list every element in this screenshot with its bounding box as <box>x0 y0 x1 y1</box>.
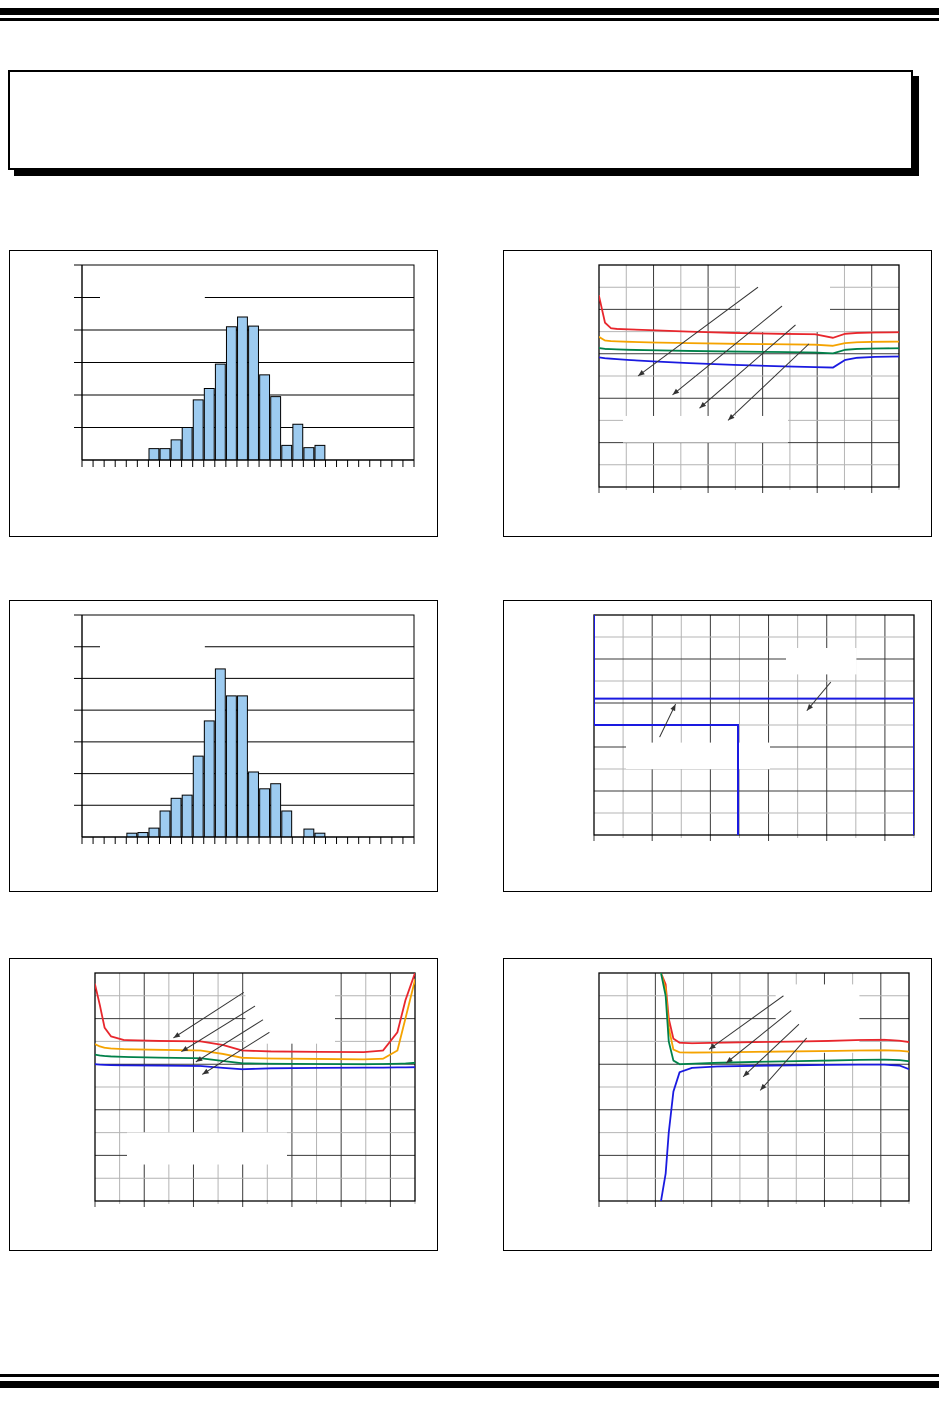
figure-panel-a <box>9 250 438 537</box>
line-plot <box>94 972 416 1207</box>
plot-area <box>504 601 931 891</box>
footer-rule-thin <box>0 1374 939 1377</box>
annotation-arrow <box>195 1019 264 1063</box>
histogram-plot <box>74 264 415 467</box>
header-rule-thick <box>0 8 939 15</box>
figure-panel-c <box>9 600 438 892</box>
annotation-arrow <box>727 343 810 421</box>
line-plot <box>598 264 900 493</box>
line-plot <box>593 614 915 841</box>
annotation-arrow <box>181 1005 256 1053</box>
annotation-arrow <box>806 681 832 712</box>
plot-area <box>504 959 931 1250</box>
figure-panel-b <box>503 250 932 537</box>
annotation-arrow <box>725 1010 792 1064</box>
plot-area <box>10 601 437 891</box>
annotation-arrow <box>659 703 677 738</box>
annotation-arrow <box>672 305 783 396</box>
header-rule-thin <box>0 18 939 21</box>
annotation-arrow <box>742 1023 800 1078</box>
annotation-arrow <box>759 1037 808 1091</box>
annotation-arrow <box>637 286 759 377</box>
plot-area <box>10 959 437 1250</box>
plot-area <box>10 251 437 536</box>
annotation-arrow <box>708 995 784 1050</box>
annotation-arrow <box>173 991 245 1039</box>
figure-panel-e <box>9 958 438 1251</box>
histogram-plot <box>74 614 415 844</box>
figure-panel-f <box>503 958 932 1251</box>
line-plot <box>598 972 910 1207</box>
annotation-arrow <box>699 324 796 409</box>
title-box <box>8 70 913 170</box>
footer-rule-thick <box>0 1381 939 1388</box>
plot-area <box>504 251 931 536</box>
annotation-arrow <box>201 1031 270 1075</box>
figure-panel-d <box>503 600 932 892</box>
